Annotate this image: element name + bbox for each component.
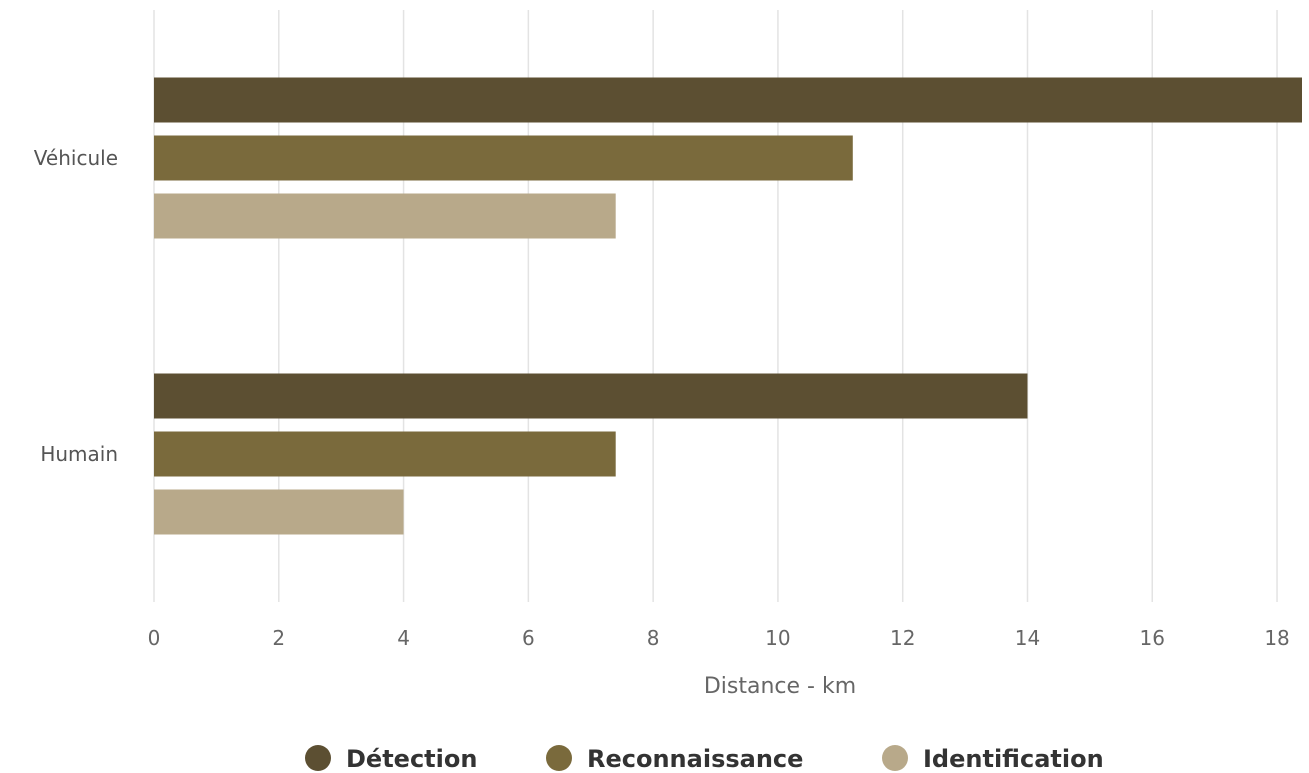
y-category-label: Véhicule (34, 146, 118, 170)
x-tick-label: 14 (1015, 626, 1040, 650)
x-tick-label: 8 (647, 626, 660, 650)
bar-identification-0[interactable] (154, 193, 616, 239)
legend-marker (882, 745, 908, 771)
x-tick-label: 2 (272, 626, 285, 650)
legend-marker (305, 745, 331, 771)
legend-label[interactable]: Détection (346, 745, 477, 773)
x-tick-label: 10 (765, 626, 790, 650)
x-tick-label: 16 (1140, 626, 1165, 650)
x-axis-title: Distance - km (704, 674, 856, 699)
bar-détection-1[interactable] (154, 373, 1028, 419)
x-tick-label: 6 (522, 626, 535, 650)
legend-label[interactable]: Identification (923, 745, 1104, 773)
bar-reconnaissance-1[interactable] (154, 431, 616, 477)
legend: Détection Reconnaissance Identification (305, 745, 1104, 773)
legend-marker (546, 745, 572, 771)
x-axis-ticks: 0 2 4 6 8 10 12 14 16 18 (148, 626, 1290, 650)
bar-reconnaissance-0[interactable] (154, 135, 853, 181)
y-category-label: Humain (40, 442, 118, 466)
legend-label[interactable]: Reconnaissance (587, 745, 803, 773)
x-tick-label: 18 (1264, 626, 1289, 650)
y-axis-labels: Véhicule Humain (34, 146, 118, 466)
bars-group (154, 77, 1302, 535)
bar-identification-1[interactable] (154, 489, 404, 535)
bar-détection-0[interactable] (154, 77, 1302, 123)
x-tick-label: 0 (148, 626, 161, 650)
x-tick-label: 4 (397, 626, 410, 650)
x-tick-label: 12 (890, 626, 915, 650)
